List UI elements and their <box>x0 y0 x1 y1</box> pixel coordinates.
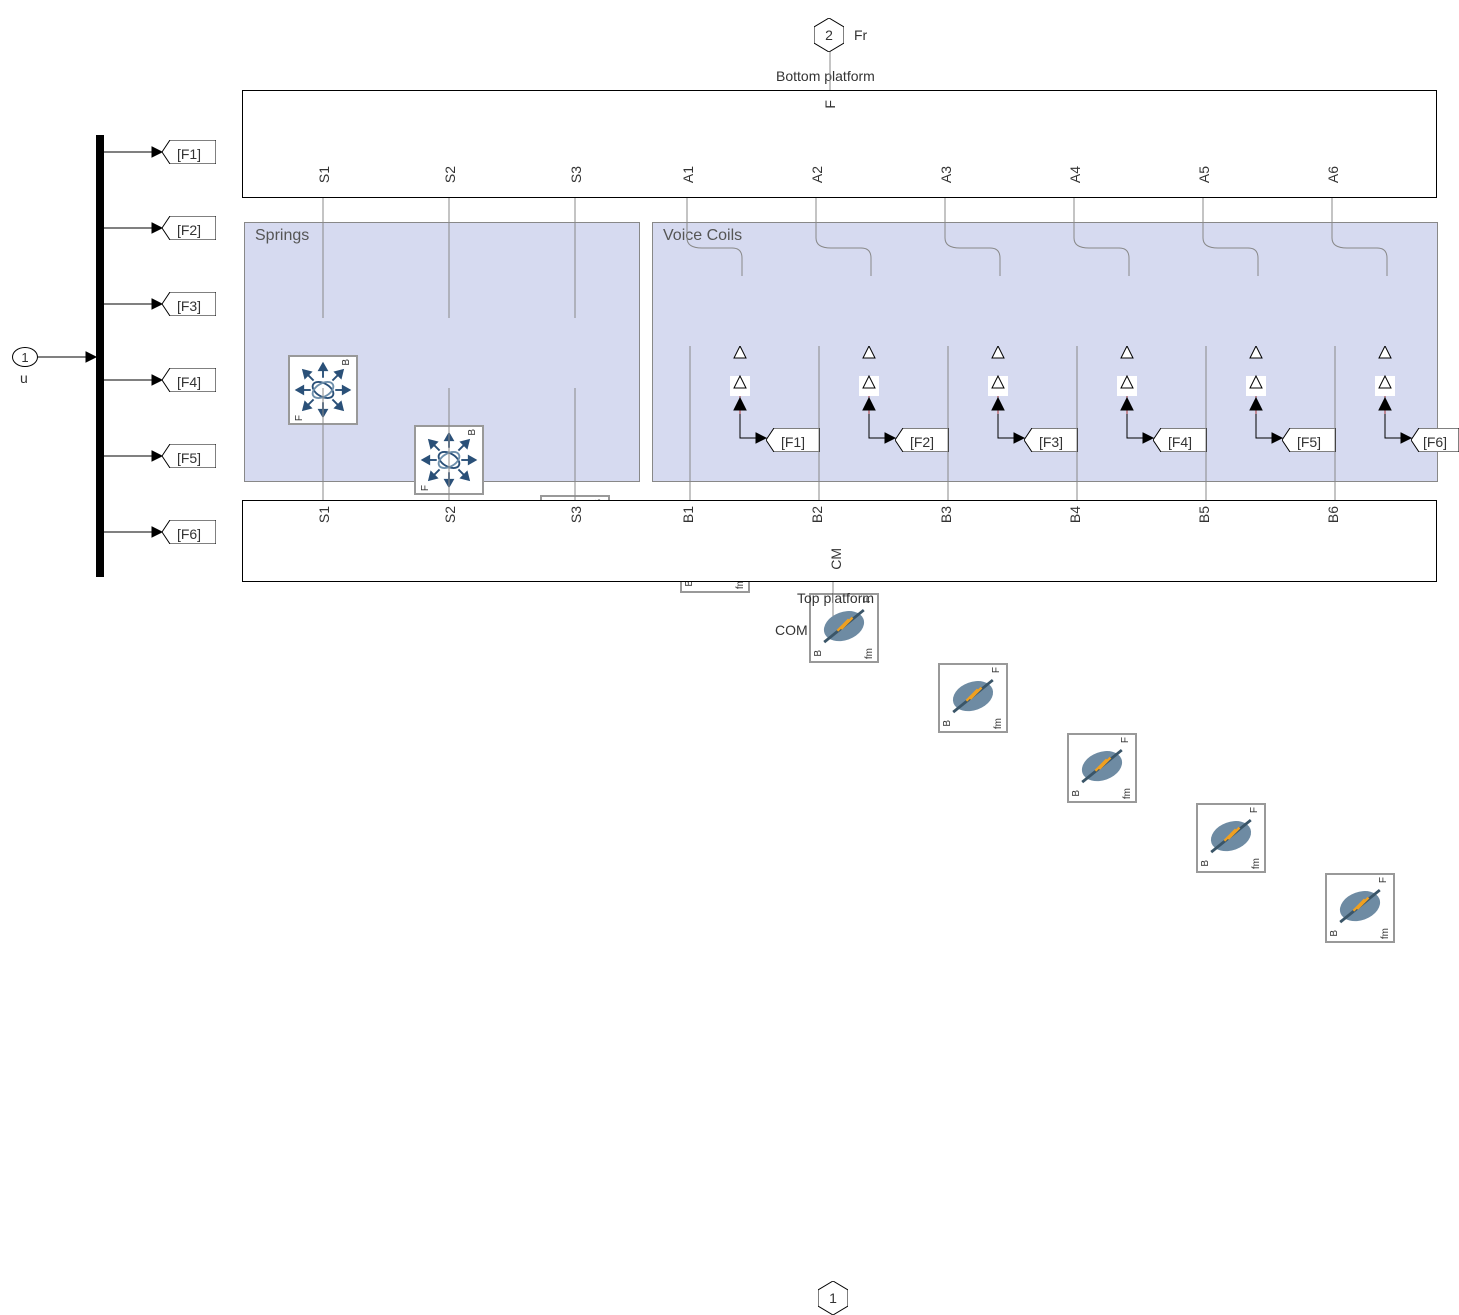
inport-to-demux-line <box>38 347 98 367</box>
outport-com-label: COM <box>775 622 808 638</box>
fr-to-platform-line <box>826 52 834 90</box>
bottom-platform <box>242 90 1437 198</box>
coil4-port-f: F <box>1120 737 1131 743</box>
goto-f2: [F2] <box>162 216 216 243</box>
port-s2-bottom: S2 <box>442 506 458 523</box>
goto-f4-label: [F4] <box>177 374 201 390</box>
coil6-port-b: B <box>1329 930 1340 937</box>
port-b5: B5 <box>1196 506 1212 523</box>
goto-f5: [F5] <box>162 444 216 471</box>
demux-output-lines <box>104 136 224 576</box>
goto-f1-label: [F1] <box>177 146 201 162</box>
port-a3: A3 <box>938 166 954 183</box>
top-platform-port-cm: CM <box>828 548 844 570</box>
outport-fr-number: 2 <box>825 27 833 43</box>
port-a1: A1 <box>680 166 696 183</box>
port-s3-bottom: S3 <box>568 506 584 523</box>
goto-f6: [F6] <box>162 520 216 547</box>
outport-fr-label: Fr <box>854 27 867 43</box>
coil-block-6: B F fm <box>1325 873 1395 943</box>
coil4-port-fm: fm <box>1122 788 1133 799</box>
coil3-port-f: F <box>991 667 1002 673</box>
port-a2: A2 <box>809 166 825 183</box>
coil3-port-b: B <box>942 720 953 727</box>
outport-fr: 2 <box>814 18 844 52</box>
port-a4: A4 <box>1067 166 1083 183</box>
coil5-port-fm: fm <box>1251 858 1262 869</box>
bottom-platform-port-f: F <box>822 100 838 109</box>
demux-bar <box>96 135 104 577</box>
port-b1: B1 <box>680 506 696 523</box>
goto-f2-label: [F2] <box>177 222 201 238</box>
port-s1-top: S1 <box>316 166 332 183</box>
platform-to-com-line <box>829 582 837 616</box>
goto-f3: [F3] <box>162 292 216 319</box>
goto-f1: [F1] <box>162 140 216 167</box>
goto-f3-label: [F3] <box>177 298 201 314</box>
port-s1-bottom: S1 <box>316 506 332 523</box>
inport-u: 1 <box>12 347 38 367</box>
port-a6: A6 <box>1325 166 1341 183</box>
blocks-to-bottom-platform-lines <box>242 346 1442 506</box>
port-s2-top: S2 <box>442 166 458 183</box>
outport-com: 1 <box>818 1281 848 1315</box>
coil3-port-fm: fm <box>993 718 1004 729</box>
coil-block-5: B F fm <box>1196 803 1266 873</box>
top-platform-to-blocks-lines <box>242 198 1442 318</box>
coil-block-4: B F fm <box>1067 733 1137 803</box>
goto-f4: [F4] <box>162 368 216 395</box>
coil6-port-fm: fm <box>1380 928 1391 939</box>
outport-com-number: 1 <box>829 1290 837 1306</box>
port-b3: B3 <box>938 506 954 523</box>
coil4-port-b: B <box>1071 790 1082 797</box>
coil5-port-f: F <box>1249 807 1260 813</box>
coil2-port-b: B <box>813 650 824 657</box>
coil5-port-b: B <box>1200 860 1211 867</box>
port-a5: A5 <box>1196 166 1212 183</box>
port-b4: B4 <box>1067 506 1083 523</box>
coil-block-3: B F fm <box>938 663 1008 733</box>
goto-f5-label: [F5] <box>177 450 201 466</box>
port-b6: B6 <box>1325 506 1341 523</box>
goto-f6-label: [F6] <box>177 526 201 542</box>
coil2-port-fm: fm <box>864 648 875 659</box>
port-b2: B2 <box>809 506 825 523</box>
port-s3-top: S3 <box>568 166 584 183</box>
inport-number: 1 <box>21 350 28 365</box>
coil6-port-f: F <box>1378 877 1389 883</box>
inport-label: u <box>20 370 28 386</box>
